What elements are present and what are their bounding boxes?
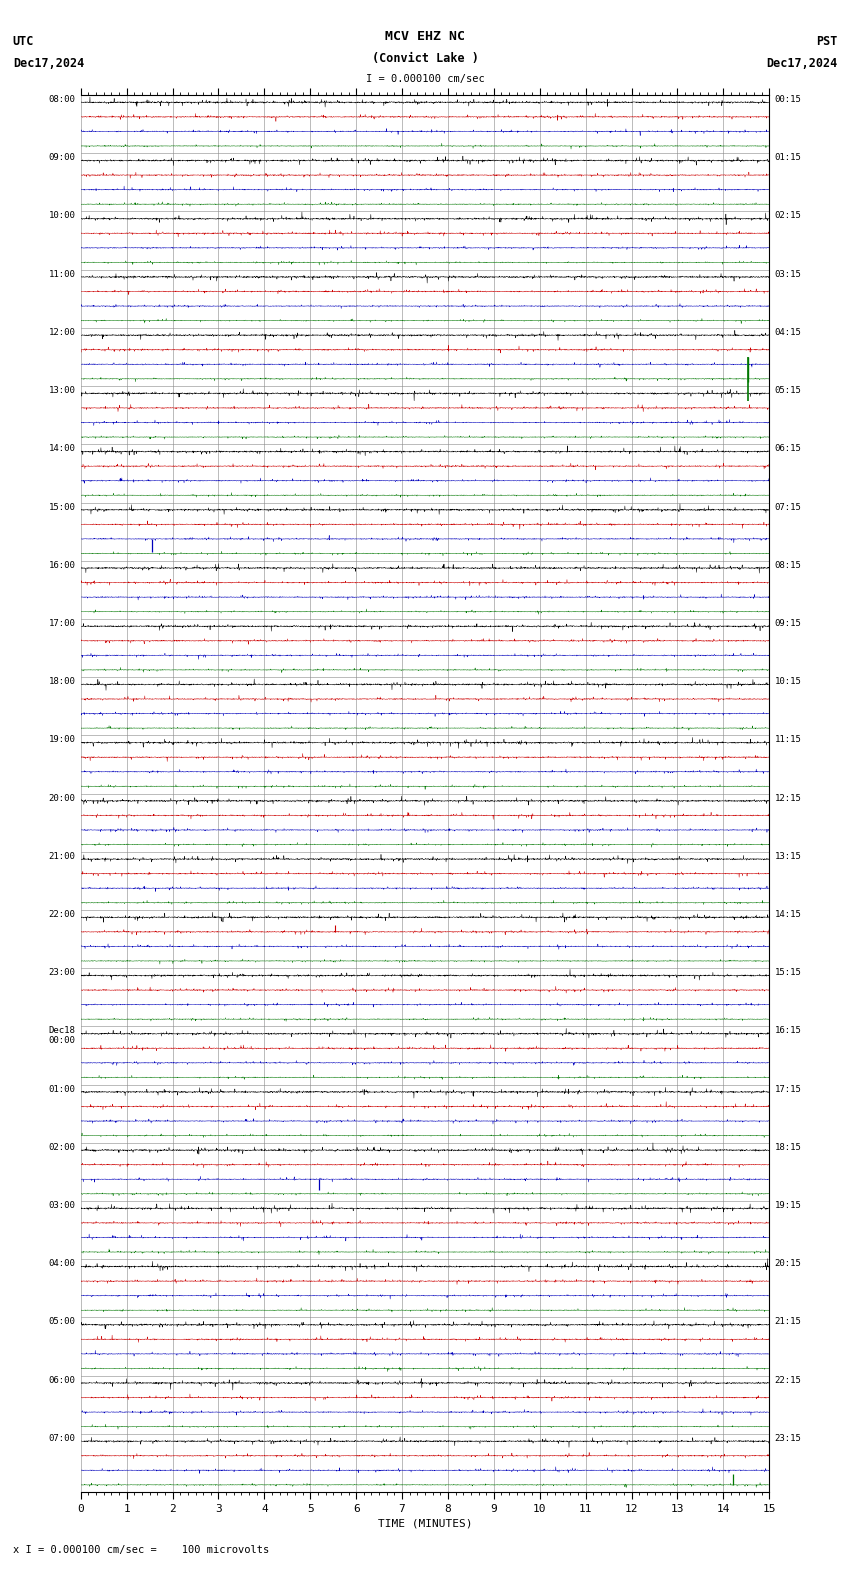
Text: 11:00: 11:00 [48,269,76,279]
Text: 21:15: 21:15 [774,1318,802,1326]
Text: 16:00: 16:00 [48,561,76,570]
Text: 18:15: 18:15 [774,1144,802,1152]
Text: 14:15: 14:15 [774,909,802,919]
Text: 20:00: 20:00 [48,794,76,803]
Text: x I = 0.000100 cm/sec =    100 microvolts: x I = 0.000100 cm/sec = 100 microvolts [13,1546,269,1555]
Text: 06:15: 06:15 [774,444,802,453]
Text: 09:00: 09:00 [48,154,76,162]
Text: PST: PST [816,35,837,48]
Text: 07:15: 07:15 [774,502,802,512]
Text: 16:15: 16:15 [774,1026,802,1036]
Text: 04:15: 04:15 [774,328,802,337]
Text: 08:15: 08:15 [774,561,802,570]
Text: 19:15: 19:15 [774,1201,802,1210]
Text: 18:00: 18:00 [48,678,76,686]
Text: 03:15: 03:15 [774,269,802,279]
Text: 12:00: 12:00 [48,328,76,337]
Text: MCV EHZ NC: MCV EHZ NC [385,30,465,43]
Text: 05:00: 05:00 [48,1318,76,1326]
Text: 13:00: 13:00 [48,386,76,394]
Text: (Convict Lake ): (Convict Lake ) [371,52,479,65]
Text: 17:00: 17:00 [48,619,76,627]
Text: 22:15: 22:15 [774,1375,802,1384]
Text: 08:00: 08:00 [48,95,76,105]
X-axis label: TIME (MINUTES): TIME (MINUTES) [377,1517,473,1529]
Text: 02:15: 02:15 [774,212,802,220]
Text: 14:00: 14:00 [48,444,76,453]
Text: 15:15: 15:15 [774,968,802,977]
Text: Dec18
00:00: Dec18 00:00 [48,1026,76,1045]
Text: 15:00: 15:00 [48,502,76,512]
Text: 19:00: 19:00 [48,735,76,744]
Text: 11:15: 11:15 [774,735,802,744]
Text: 02:00: 02:00 [48,1144,76,1152]
Text: 09:15: 09:15 [774,619,802,627]
Text: 04:00: 04:00 [48,1259,76,1269]
Text: 21:00: 21:00 [48,852,76,860]
Text: I = 0.000100 cm/sec: I = 0.000100 cm/sec [366,74,484,84]
Text: 20:15: 20:15 [774,1259,802,1269]
Text: 13:15: 13:15 [774,852,802,860]
Text: 10:15: 10:15 [774,678,802,686]
Text: 10:00: 10:00 [48,212,76,220]
Text: 23:15: 23:15 [774,1434,802,1443]
Text: 12:15: 12:15 [774,794,802,803]
Text: Dec17,2024: Dec17,2024 [766,57,837,70]
Text: Dec17,2024: Dec17,2024 [13,57,84,70]
Text: 06:00: 06:00 [48,1375,76,1384]
Text: 01:00: 01:00 [48,1085,76,1093]
Text: UTC: UTC [13,35,34,48]
Text: 03:00: 03:00 [48,1201,76,1210]
Text: 23:00: 23:00 [48,968,76,977]
Text: 05:15: 05:15 [774,386,802,394]
Text: 07:00: 07:00 [48,1434,76,1443]
Text: 00:15: 00:15 [774,95,802,105]
Text: 17:15: 17:15 [774,1085,802,1093]
Text: 01:15: 01:15 [774,154,802,162]
Text: 22:00: 22:00 [48,909,76,919]
